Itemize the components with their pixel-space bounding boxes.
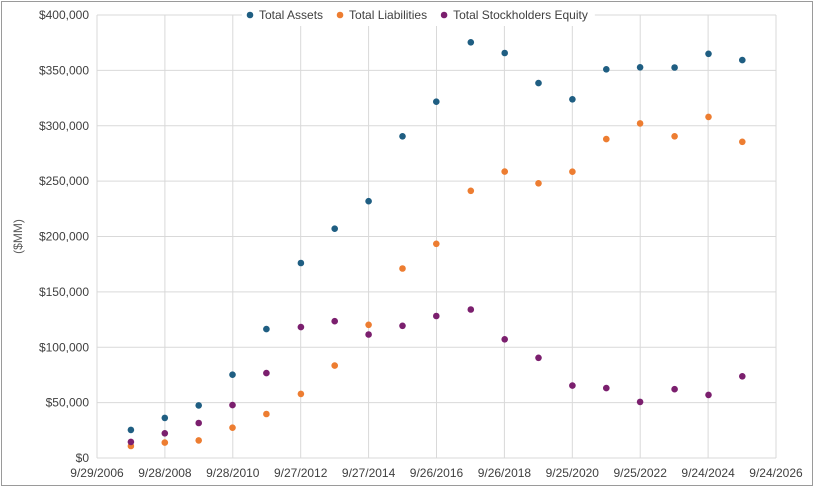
data-point bbox=[739, 373, 746, 380]
data-point bbox=[297, 390, 305, 398]
data-point bbox=[297, 259, 305, 267]
data-point bbox=[161, 439, 169, 446]
x-tick-label: 9/27/2014 bbox=[342, 466, 396, 480]
data-point bbox=[603, 384, 610, 392]
legend-marker bbox=[440, 11, 448, 19]
y-tick-label: $50,000 bbox=[46, 396, 90, 410]
data-point bbox=[399, 265, 406, 272]
y-tick-label: $150,000 bbox=[39, 285, 89, 299]
data-point bbox=[569, 168, 576, 175]
data-point bbox=[365, 197, 372, 205]
series-0 bbox=[127, 39, 746, 434]
data-point bbox=[535, 180, 542, 187]
x-tick-label: 9/25/2020 bbox=[546, 466, 600, 480]
data-point bbox=[399, 133, 406, 140]
data-point bbox=[636, 398, 644, 406]
data-point bbox=[569, 382, 576, 389]
legend-marker bbox=[336, 11, 344, 19]
data-point bbox=[501, 49, 509, 57]
data-point bbox=[229, 401, 236, 409]
y-tick-label: $350,000 bbox=[39, 63, 89, 77]
data-point bbox=[365, 331, 372, 338]
data-point bbox=[671, 133, 678, 140]
y-tick-label: $200,000 bbox=[39, 230, 89, 244]
legend-item: Total Assets bbox=[246, 8, 323, 22]
x-axis-ticks: 9/29/2006 9/28/2008 9/28/2010 9/27/2012 9/27… bbox=[70, 466, 803, 480]
x-tick-label: 9/24/2024 bbox=[681, 466, 735, 480]
x-tick-label: 9/27/2012 bbox=[274, 466, 328, 480]
data-point bbox=[263, 369, 270, 377]
data-point bbox=[331, 317, 339, 325]
data-point bbox=[603, 66, 610, 73]
data-point bbox=[195, 437, 202, 444]
legend-item: Total Liabilities bbox=[336, 8, 427, 22]
grid-lines bbox=[96, 14, 777, 459]
series-2 bbox=[127, 306, 746, 446]
data-point bbox=[433, 240, 440, 248]
data-point bbox=[331, 362, 339, 369]
data-point bbox=[467, 306, 475, 313]
x-tick-label: 9/26/2016 bbox=[410, 466, 464, 480]
data-point bbox=[433, 98, 440, 105]
x-tick-label: 9/28/2008 bbox=[138, 466, 192, 480]
data-point bbox=[195, 419, 202, 427]
data-point bbox=[127, 438, 135, 446]
data-point bbox=[229, 424, 236, 432]
data-point bbox=[365, 321, 372, 329]
y-tick-label: $250,000 bbox=[39, 174, 89, 188]
data-point bbox=[535, 354, 542, 362]
legend-item: Total Stockholders Equity bbox=[440, 8, 588, 22]
y-tick-label: $0 bbox=[76, 451, 90, 465]
data-point bbox=[229, 371, 236, 379]
x-tick-label: 9/24/2026 bbox=[749, 466, 803, 480]
y-axis-title: ($MM) bbox=[11, 219, 25, 254]
data-point bbox=[636, 120, 644, 127]
data-point bbox=[501, 336, 509, 343]
x-tick-label: 9/29/2006 bbox=[70, 466, 124, 480]
y-tick-label: $300,000 bbox=[39, 119, 89, 133]
legend-label: Total Liabilities bbox=[349, 8, 427, 22]
data-point bbox=[671, 64, 678, 71]
data-point bbox=[671, 385, 678, 393]
data-point bbox=[263, 410, 270, 418]
y-tick-label: $100,000 bbox=[39, 340, 89, 354]
data-point bbox=[636, 64, 644, 71]
data-point bbox=[161, 430, 169, 437]
legend-background bbox=[242, 6, 595, 26]
data-point bbox=[705, 113, 712, 121]
data-point bbox=[161, 414, 169, 422]
data-point bbox=[331, 225, 339, 232]
x-tick-label: 9/25/2022 bbox=[614, 466, 668, 480]
legend-label: Total Assets bbox=[259, 8, 323, 22]
data-point bbox=[127, 426, 135, 434]
series-1 bbox=[127, 113, 746, 450]
data-point bbox=[739, 56, 746, 64]
data-point bbox=[467, 39, 475, 46]
y-axis-ticks: $0 $50,000 $100,000 $150,000 $200,000 $250,00… bbox=[39, 8, 89, 465]
data-points bbox=[127, 39, 746, 450]
data-point bbox=[603, 135, 610, 143]
legend-label: Total Stockholders Equity bbox=[453, 8, 588, 22]
data-point bbox=[467, 187, 475, 195]
data-point bbox=[433, 312, 440, 320]
data-point bbox=[569, 96, 576, 103]
data-point bbox=[195, 402, 202, 409]
data-point bbox=[535, 79, 542, 87]
x-tick-label: 9/28/2010 bbox=[206, 466, 260, 480]
data-point bbox=[263, 325, 270, 333]
legend: Total Assets Total Liabilities Total Stock… bbox=[242, 6, 595, 26]
data-point bbox=[297, 323, 305, 331]
data-point bbox=[399, 322, 406, 330]
data-point bbox=[705, 391, 712, 399]
legend-marker bbox=[246, 11, 254, 19]
data-point bbox=[501, 168, 509, 175]
data-point bbox=[705, 50, 712, 58]
x-tick-label: 9/26/2018 bbox=[478, 466, 532, 480]
data-point bbox=[739, 138, 746, 146]
y-tick-label: $400,000 bbox=[39, 8, 89, 22]
